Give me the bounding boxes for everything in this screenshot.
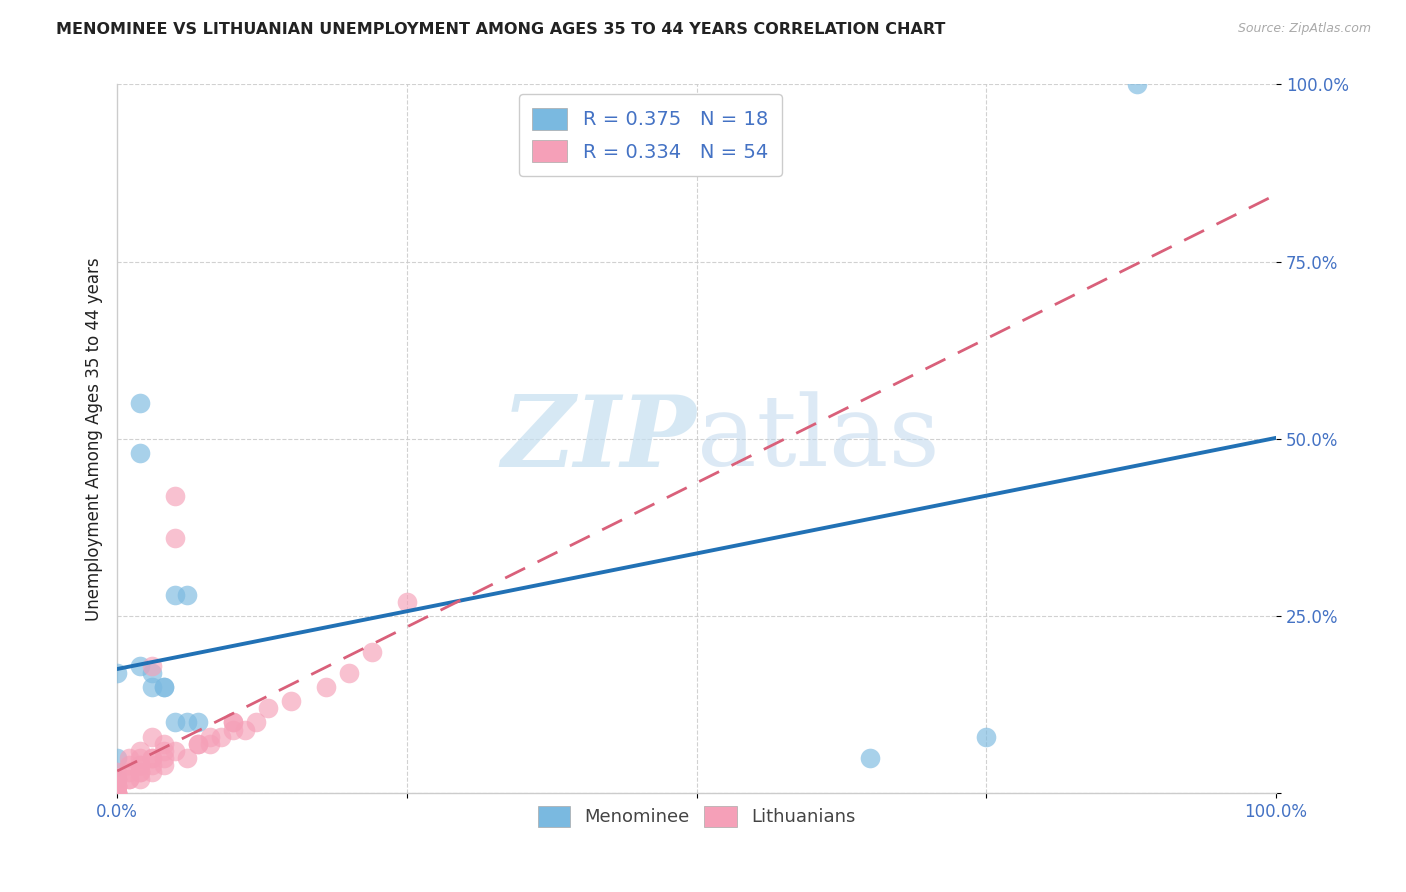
Point (233, 723, 256, 737)
Point (105, 665, 128, 680)
Point (245, 715, 267, 730)
Point (141, 758, 163, 772)
Point (280, 694, 302, 708)
Point (976, 730, 998, 744)
Point (141, 751, 163, 765)
Point (105, 786, 128, 800)
Point (118, 772, 141, 787)
Point (118, 765, 141, 780)
Point (118, 758, 141, 772)
Point (361, 644, 384, 658)
Point (129, 396, 152, 410)
Point (105, 772, 128, 787)
Point (105, 786, 128, 800)
Point (222, 715, 245, 730)
Y-axis label: Unemployment Among Ages 35 to 44 years: Unemployment Among Ages 35 to 44 years (86, 257, 103, 621)
Point (198, 730, 221, 744)
Text: Source: ZipAtlas.com: Source: ZipAtlas.com (1237, 22, 1371, 36)
Point (176, 751, 198, 765)
Point (141, 658, 163, 673)
Point (165, 715, 187, 730)
Point (152, 751, 174, 765)
Text: ZIP: ZIP (502, 391, 696, 487)
Point (129, 744, 152, 758)
Point (105, 786, 128, 800)
Point (187, 737, 209, 751)
Text: MENOMINEE VS LITHUANIAN UNEMPLOYMENT AMONG AGES 35 TO 44 YEARS CORRELATION CHART: MENOMINEE VS LITHUANIAN UNEMPLOYMENT AMO… (56, 22, 946, 37)
Point (129, 772, 152, 787)
Point (105, 786, 128, 800)
Point (257, 701, 280, 715)
Point (165, 531, 187, 545)
Point (129, 758, 152, 772)
Point (105, 751, 128, 765)
Point (337, 665, 360, 680)
Point (141, 665, 163, 680)
Point (315, 680, 337, 694)
Point (105, 779, 128, 793)
Point (211, 730, 233, 744)
Point (105, 779, 128, 793)
Point (176, 588, 198, 602)
Text: atlas: atlas (696, 391, 939, 487)
Point (105, 772, 128, 787)
Point (165, 744, 187, 758)
Point (129, 751, 152, 765)
Point (118, 772, 141, 787)
Point (1126, 78, 1149, 92)
Point (141, 680, 163, 694)
Point (176, 715, 198, 730)
Point (105, 779, 128, 793)
Point (395, 595, 418, 609)
Point (165, 489, 187, 503)
Point (152, 680, 174, 694)
Point (187, 715, 209, 730)
Point (141, 751, 163, 765)
Point (187, 737, 209, 751)
Point (105, 765, 128, 780)
Point (129, 658, 152, 673)
Point (105, 779, 128, 793)
Point (152, 744, 174, 758)
Point (118, 751, 141, 765)
Point (859, 751, 882, 765)
Point (152, 758, 174, 772)
Point (198, 737, 221, 751)
Legend: Menominee, Lithuanians: Menominee, Lithuanians (530, 798, 863, 834)
Point (152, 680, 174, 694)
Point (141, 730, 163, 744)
Point (141, 765, 163, 780)
Point (222, 723, 245, 737)
Point (222, 715, 245, 730)
Point (105, 772, 128, 787)
Point (129, 446, 152, 460)
Point (129, 765, 152, 780)
Point (152, 737, 174, 751)
Point (165, 588, 187, 602)
Point (129, 765, 152, 780)
Point (129, 758, 152, 772)
Point (105, 786, 128, 800)
